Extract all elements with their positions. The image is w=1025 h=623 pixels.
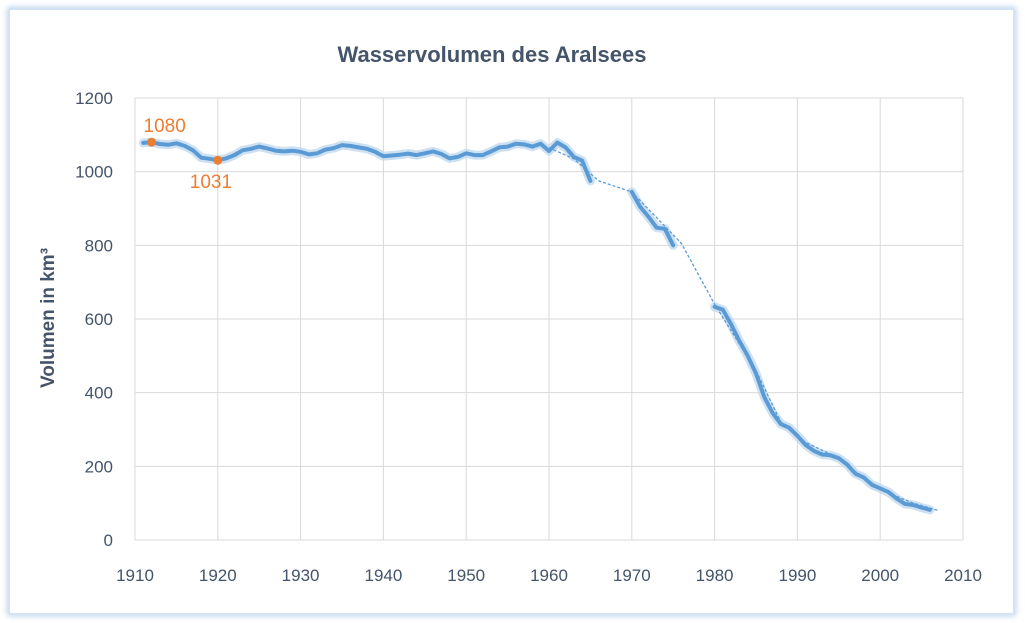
- annotation-point: [147, 137, 157, 147]
- y-axis-label: Volumen in km³: [38, 248, 59, 388]
- x-tick-label: 1990: [778, 566, 816, 585]
- x-tick-label: 2010: [944, 566, 982, 585]
- x-tick-label: 1940: [364, 566, 402, 585]
- x-tick-label: 1920: [199, 566, 237, 585]
- chart-title: Wasservolumen des Aralsees: [338, 42, 647, 67]
- y-tick-label: 0: [104, 531, 113, 550]
- y-tick-label: 1000: [75, 163, 113, 182]
- trend-line-dashed: [548, 147, 939, 512]
- y-tick-label: 800: [85, 236, 113, 255]
- x-tick-label: 1980: [696, 566, 734, 585]
- annotation-point: [213, 155, 223, 165]
- x-tick-label: 1950: [447, 566, 485, 585]
- series-line-segment: [629, 189, 676, 248]
- y-axis-ticks: 0 200 400 600 800 1000 1200: [75, 89, 113, 550]
- annotation-label: 1031: [190, 172, 232, 193]
- annotations: 1080 1031: [144, 116, 233, 193]
- x-tick-label: 2000: [861, 566, 899, 585]
- series-line-segment: [712, 304, 932, 512]
- x-axis-ticks: 1910 1920 1930 1940 1950 1960 1970 1980 1990 2000…: [116, 566, 982, 585]
- x-tick-label: 1960: [530, 566, 568, 585]
- annotation-label: 1080: [144, 116, 186, 137]
- chart-frame: [8, 8, 1015, 615]
- y-tick-label: 600: [85, 310, 113, 329]
- x-tick-label: 1970: [613, 566, 651, 585]
- y-tick-label: 1200: [75, 89, 113, 108]
- series-line-glow: [710, 302, 935, 515]
- gridlines: [134, 97, 964, 541]
- x-tick-label: 1910: [116, 566, 154, 585]
- x-tick-label: 1930: [282, 566, 320, 585]
- y-tick-label: 200: [85, 457, 113, 476]
- y-tick-label: 400: [85, 384, 113, 403]
- series-layer: [138, 137, 939, 515]
